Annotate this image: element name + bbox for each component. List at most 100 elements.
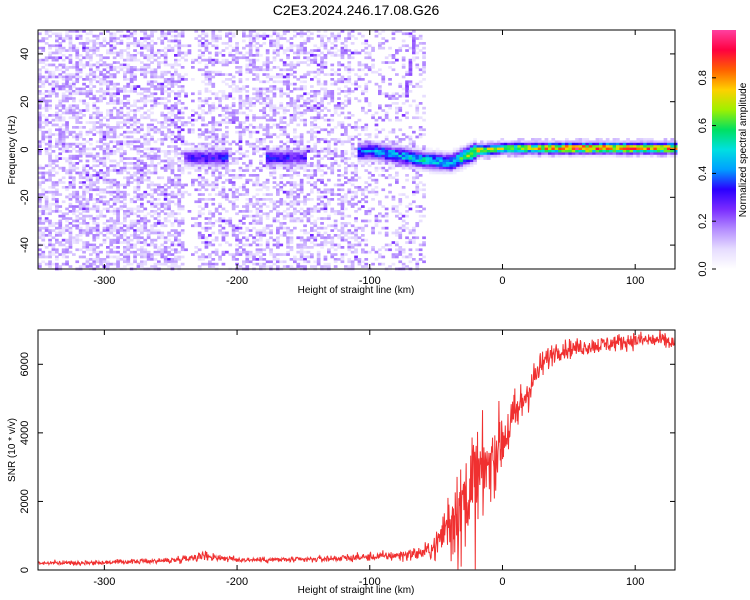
spectrogram-cell [174,219,178,223]
spectrogram-cell [109,193,114,196]
spectrogram-cell [99,99,103,103]
spectrogram-cell [65,109,69,112]
spectrogram-cell [255,166,260,170]
spectrogram-cell [374,145,379,148]
spectrogram-cell [146,49,151,52]
spectrogram-cell [248,49,253,52]
spectrogram-cell [123,152,127,156]
spectrogram-cell [313,243,318,247]
spectrogram-cell [374,217,379,220]
spectrogram-cell [65,226,69,230]
spectrogram-cell [102,39,107,43]
spectrogram-cell [293,44,297,48]
spectrogram-cell [255,229,260,232]
spectrogram-cell [133,75,137,79]
spectrogram-cell [48,186,52,189]
spectrogram-cell [208,159,212,163]
spectrogram-cell [95,126,100,129]
spectrogram-cell [269,164,273,168]
spectrogram-cell [303,147,307,151]
spectrogram-cell [282,265,287,268]
spectrogram-cell [252,34,256,38]
spectrogram-cell [310,94,314,98]
spectrogram-cell [133,111,137,115]
spectrogram-cell [89,178,93,182]
spectrogram-cell [378,162,382,165]
spectrogram-cell [126,162,131,165]
spectrogram-cell [357,78,362,81]
spectrogram-cell [211,58,216,62]
spectrogram-cell [55,154,59,158]
spectrogram-cell [85,85,90,88]
spectrogram-cell [282,226,287,230]
spectrogram-cell [160,210,165,213]
spectrogram-cell [310,222,314,225]
spectrogram-cell [354,210,358,213]
spectrogram-cell [282,217,287,220]
spectrogram-cell [129,87,134,91]
spectrogram-cell [350,114,355,117]
spectrogram-cell [95,152,100,156]
spectrogram-cell [174,94,178,98]
spectrogram-cell [129,90,134,93]
spectrogram-cell [109,94,114,98]
spectrogram-cell [357,133,362,136]
spectrogram-cell [48,222,52,225]
spectrogram-cell [306,92,311,96]
spectrogram-cell [65,34,69,38]
spectrogram-cell [316,102,321,105]
spectrogram-cell [116,54,120,57]
spectrogram-cell [330,224,335,228]
spectrogram-cell [160,97,165,100]
spectrogram-cell [160,176,165,180]
spectrogram-cell [245,99,250,103]
spectrogram-cell [82,250,86,254]
spectrogram-cell [140,202,144,206]
spectrogram-cell [255,181,260,184]
spectrogram-cell [337,106,341,110]
spectrogram-cell [330,54,335,57]
spectrogram-cell [55,181,59,184]
spectrogram-cell [85,133,90,136]
spectrogram-cell [85,226,90,230]
spectrogram-cell [327,236,331,240]
spectrogram-cell [303,56,307,60]
spectrogram-cell [371,198,375,201]
spectrogram-cell [123,195,127,199]
spectrogram-cell [99,200,103,204]
spectrogram-cell [204,82,209,86]
spectrogram-cell [262,87,267,91]
spectrogram-cell [170,224,175,228]
spectrogram-cell [347,190,352,194]
spectrogram-cell [265,49,270,52]
spectrogram-cell [170,78,175,81]
spectrogram-cell [95,210,100,213]
spectrogram-cell [344,157,348,160]
spectrogram-cell [99,73,103,76]
spectrogram-cell [231,90,236,93]
spectrogram-cell [78,92,83,96]
spectrogram-cell [44,205,49,208]
spectrogram-cell [259,202,263,206]
spectrogram-cell [95,222,100,225]
spectrogram-cell [289,73,294,76]
spectrogram-cell [38,171,42,175]
spectrogram-cell [340,238,345,242]
spectrogram-cell [228,51,233,55]
spectrogram-cell [252,116,256,120]
spectrogram-cell [48,92,52,96]
spectrogram-cell [225,154,229,158]
spectrogram-cell [78,70,83,74]
spectrogram-cell [364,111,369,115]
spectrogram-cell [119,200,124,204]
spectrogram-cell [85,154,90,158]
spectrogram-cell [333,248,338,252]
spectrogram-cell [92,219,97,223]
spectrogram-cell [78,195,83,199]
spectrogram-cell [92,51,97,55]
spectrogram-cell [112,51,117,55]
spectrogram-cell [38,226,42,230]
spectrogram-cell [75,166,80,170]
spectrogram-cell [347,164,352,168]
spectrogram-cell [58,147,63,151]
